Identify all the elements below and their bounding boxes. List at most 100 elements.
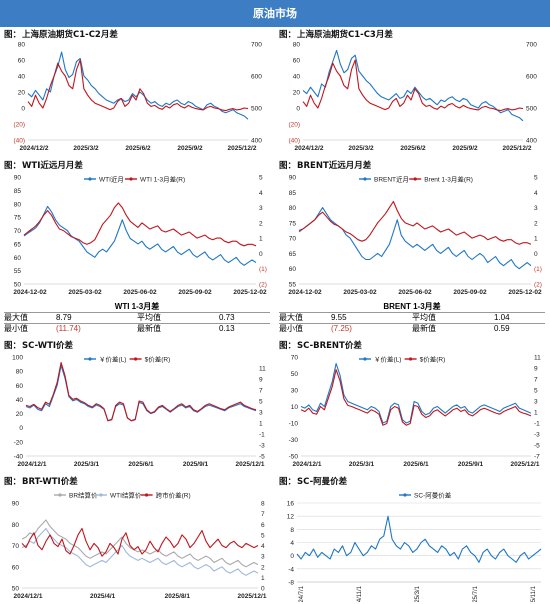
x-tick-label: 2025-06-02 [398, 289, 432, 296]
legend-label: 跨市价差(R) [156, 491, 191, 500]
y-tick-label-right: 5 [534, 175, 538, 182]
y-tick-label-left: 70 [291, 355, 299, 362]
y-tick-label-right: 1 [259, 236, 263, 243]
stats-value: 0.59 [494, 324, 510, 333]
y-tick-label-right: 700 [251, 42, 262, 49]
stats-row: 最小值 (11.74) 最新值 0.13 [4, 323, 270, 334]
y-tick-label-right: (2) [534, 282, 542, 289]
y-tick-label-right: 7 [534, 377, 538, 384]
y-tick-label-right: 500 [526, 106, 537, 113]
stats-title: BRENT 1-3月差 [383, 302, 441, 311]
stats-value: 0.73 [219, 313, 235, 322]
x-tick-label: 2025/3/1 [349, 461, 375, 468]
chart-svg: 100 80 60 40 20 0 -20 -40 11 9 7 5 3 1 -1 -3 -5 2024/12/1… [12, 355, 266, 469]
legend-marker [409, 357, 413, 361]
y-tick-label-left: 8 [290, 527, 294, 534]
series-line [25, 361, 257, 422]
stats-value: 8.79 [56, 313, 72, 322]
legend-label: ￥价差(L) [374, 355, 401, 364]
legend-marker [363, 357, 367, 361]
legend-label: BR结算价 [69, 491, 98, 500]
y-tick-label-left: -50 [289, 454, 299, 461]
y-tick-label-right: (2) [259, 282, 267, 289]
x-tick-label: 2025/6/2 [125, 145, 151, 152]
x-tick-label: 2024/12/2 [20, 145, 49, 152]
y-tick-label-right: 5 [261, 532, 265, 539]
y-tick-label-right: 1 [534, 410, 538, 417]
y-tick-label-right: 500 [251, 106, 262, 113]
y-tick-label-right: 1 [534, 236, 538, 243]
legend-marker [134, 357, 138, 361]
stats-label: 最新值 [137, 324, 161, 333]
stats-table-brent: BRENT 1-3月差 最大值 9.55 平均值 1.04 最小值 (7.25)… [279, 301, 545, 335]
chart-panel-sc-c1-c3: 图：上海原油期货C1-C3月差 80 60 40 20 0 (20) (40) 700 600 5… [279, 29, 545, 154]
y-tick-label-left: 20 [18, 90, 26, 97]
x-tick-label: 2025/12/2 [228, 145, 257, 152]
y-tick-label-right: 6 [261, 522, 265, 529]
y-tick-label-left: 70 [289, 236, 297, 243]
stats-value: (7.25) [331, 324, 352, 333]
y-tick-label-left: 12 [287, 514, 295, 521]
y-tick-label-left: 20 [293, 90, 301, 97]
stats-value: 0.13 [219, 324, 235, 333]
y-tick-label-left: 40 [293, 74, 301, 81]
legend-marker [88, 357, 92, 361]
x-tick-label: 2025/9/2 [452, 145, 478, 152]
x-tick-label: 2025/6/1 [403, 461, 429, 468]
y-tick-label-right: 11 [534, 355, 541, 362]
x-tick-label: 2025/8/1 [165, 593, 191, 600]
chart-title: 图：SC-WTI价差 [4, 341, 74, 351]
x-tick-label: 2025/12/1 [238, 593, 267, 600]
chart-svg: 80 60 40 20 0 (20) (40) 700 600 500 400 2024/12/2 20… [288, 42, 537, 152]
x-tick-label: 2024/7/1 [299, 585, 305, 602]
y-tick-label-left: 65 [289, 251, 297, 258]
y-tick-label-right: 0 [259, 251, 263, 258]
chart-panel-sc-c1-c2: 图：上海原油期货C1-C2月差 80 60 40 20 0 (20) (40) 700 600 5… [4, 29, 270, 154]
y-tick-label-left: 0 [290, 553, 294, 560]
y-tick-label-right: 3 [259, 410, 263, 417]
legend-marker [403, 493, 407, 497]
y-tick-label-left: 60 [12, 564, 20, 571]
y-tick-label-left: 85 [14, 188, 22, 195]
series-line [27, 51, 249, 120]
y-tick-label-right: 400 [251, 138, 262, 145]
y-tick-label-left: 75 [14, 215, 22, 222]
chart-panel-brent-spread: 图：BRENT近远月月差 90 85 80 75 70 65 60 55 5 4 3 2 1 0 (1) (2… [279, 160, 545, 298]
x-tick-label: 2025/4/1 [90, 593, 116, 600]
y-tick-label-left: 55 [14, 268, 22, 275]
y-tick-label-left: 80 [18, 42, 26, 49]
series-line [300, 369, 532, 426]
series-line [27, 59, 249, 112]
y-tick-label-right: 4 [534, 190, 538, 197]
y-tick-label-right: 9 [534, 366, 538, 373]
y-tick-label-left: -8 [288, 580, 294, 587]
legend-label: WTI近月 [99, 175, 124, 184]
x-tick-label: 2024-12-02 [13, 289, 47, 296]
y-tick-label-left: 85 [289, 190, 297, 197]
y-tick-label-right: 7 [261, 511, 265, 518]
page-banner: 原油市场 [0, 0, 550, 27]
x-tick-label: 2025/11/1 [531, 585, 537, 602]
stats-value: (11.74) [56, 324, 81, 333]
y-tick-label-left: 80 [293, 42, 301, 49]
y-tick-label-right: 600 [526, 74, 537, 81]
y-tick-label-left: -30 [289, 437, 299, 444]
x-tick-label: 2024/11/1 [357, 585, 363, 602]
y-tick-label-left: 55 [289, 282, 297, 289]
chart-panel-sc-brent: 图：SC-BRENT价差 70 50 30 10 -10 -30 -50 11 9 7 5 3 1 -1 -… [279, 340, 545, 470]
stats-label: 最小值 [279, 324, 303, 333]
y-tick-label-right: 8 [261, 501, 265, 508]
y-tick-label-right: 3 [534, 205, 538, 212]
y-tick-label-right: 0 [261, 586, 265, 593]
y-tick-label-left: 30 [291, 388, 299, 395]
chart-svg: 90 80 70 60 50 8 7 6 5 4 3 2 1 0 2024/12/1 2025/4/1 2025… [12, 491, 267, 601]
y-tick-label-left: 50 [14, 282, 22, 289]
chart-title: 图：上海原油期货C1-C2月差 [4, 30, 118, 40]
stats-label: 平均值 [137, 313, 161, 322]
chart-svg: 70 50 30 10 -10 -30 -50 11 9 7 5 3 1 -1 -3 -5 -7 2024/12/… [289, 355, 542, 469]
stats-row: 最大值 9.55 平均值 1.04 [279, 312, 545, 323]
y-tick-label-left: 20 [16, 411, 24, 418]
y-tick-label-right: 600 [251, 74, 262, 81]
x-tick-label: 2025-09-02 [453, 289, 487, 296]
y-tick-label-left: 10 [291, 404, 299, 411]
